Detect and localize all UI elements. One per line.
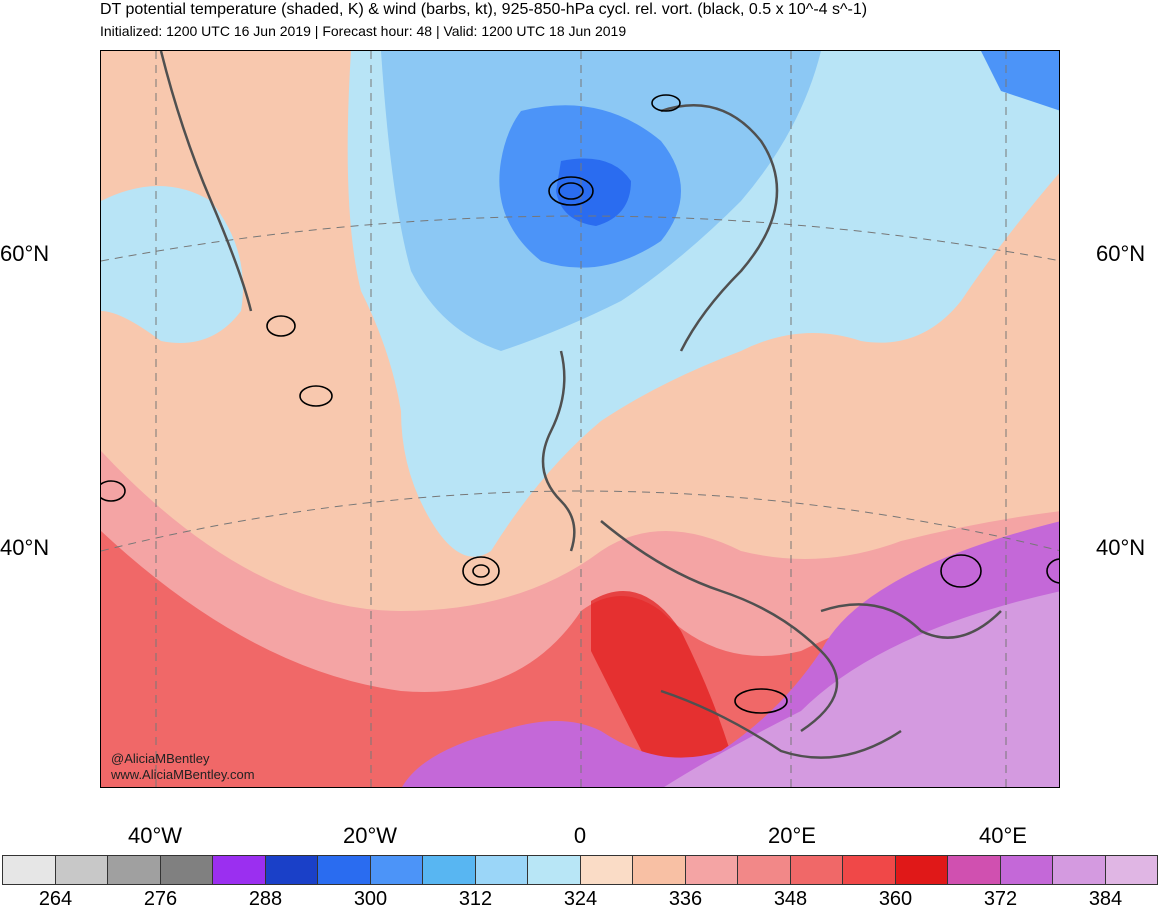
lon-label-0: 0 <box>573 823 587 848</box>
colorbar-cell <box>54 855 108 885</box>
colorbar-cell <box>2 855 56 885</box>
colorbar-cell <box>107 855 161 885</box>
colorbar-label: 288 <box>248 888 283 910</box>
shading-hot-core <box>591 591 741 787</box>
colorbar-cell <box>1052 855 1106 885</box>
colorbar-cell <box>474 855 528 885</box>
colorbar-cell <box>1104 855 1158 885</box>
colorbar-label: 384 <box>1088 888 1123 910</box>
colorbar-cell <box>369 855 423 885</box>
colorbar-cell <box>579 855 633 885</box>
chart-subtitle: Initialized: 1200 UTC 16 Jun 2019 | Fore… <box>100 23 627 39</box>
colorbar-cell <box>684 855 738 885</box>
map-canvas <box>101 51 1059 787</box>
colorbar-label: 372 <box>983 888 1018 910</box>
colorbar-cell <box>527 855 581 885</box>
colorbar <box>2 855 1158 885</box>
colorbar-cell <box>999 855 1053 885</box>
colorbar-cell <box>422 855 476 885</box>
credit-handle: @AliciaMBentley <box>111 751 210 766</box>
colorbar-label: 312 <box>458 888 493 910</box>
shading-ne-cold <box>981 51 1059 111</box>
colorbar-cell <box>264 855 318 885</box>
lat-label-40n-left: 40°N <box>0 535 50 560</box>
colorbar-cell <box>737 855 791 885</box>
colorbar-cell <box>317 855 371 885</box>
coastlines <box>159 51 1002 759</box>
vorticity-contours <box>101 94 1059 714</box>
colorbar-cell <box>842 855 896 885</box>
colorbar-label: 324 <box>563 888 598 910</box>
colorbar-label: 264 <box>38 888 73 910</box>
colorbar-cell <box>212 855 266 885</box>
colorbar-cell <box>632 855 686 885</box>
lon-label-40e: 40°E <box>979 823 1027 848</box>
colorbar-label: 276 <box>143 888 178 910</box>
lat-label-60n-right: 60°N <box>1096 241 1146 266</box>
weather-map: @AliciaMBentley www.AliciaMBentley.com <box>100 50 1060 788</box>
shading-west-cool <box>101 186 243 343</box>
lon-label-40w: 40°W <box>127 823 183 848</box>
colorbar-cell <box>894 855 948 885</box>
lon-label-20e: 20°E <box>768 823 816 848</box>
colorbar-label: 300 <box>353 888 388 910</box>
colorbar-label: 348 <box>773 888 808 910</box>
colorbar-cell <box>789 855 843 885</box>
colorbar-label: 360 <box>878 888 913 910</box>
credit-website: www.AliciaMBentley.com <box>111 767 255 782</box>
chart-title: DT potential temperature (shaded, K) & w… <box>100 1 868 18</box>
colorbar-cell <box>947 855 1001 885</box>
colorbar-label: 336 <box>668 888 703 910</box>
lon-label-20w: 20°W <box>342 823 398 848</box>
graticule <box>101 51 1059 787</box>
colorbar-cell <box>159 855 213 885</box>
lat-label-40n-right: 40°N <box>1096 535 1146 560</box>
lat-label-60n-left: 60°N <box>0 241 50 266</box>
